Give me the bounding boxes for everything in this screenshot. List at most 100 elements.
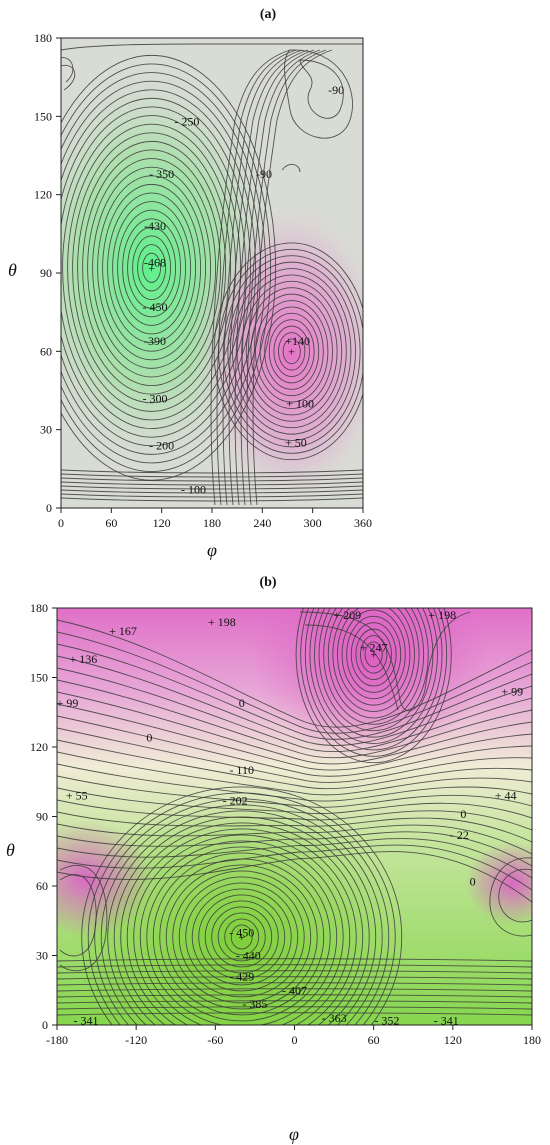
contour-value-label: - 352 xyxy=(374,1013,399,1027)
contour-line xyxy=(102,183,202,352)
contour-line xyxy=(61,485,363,490)
y-tick-label: 0 xyxy=(42,1018,48,1032)
contour-line xyxy=(57,643,532,740)
x-tick-label: 300 xyxy=(304,516,322,530)
extremum-marker: + xyxy=(288,344,295,358)
panel-b-contour-left-lobe xyxy=(59,865,108,972)
contour-line xyxy=(185,882,299,992)
contour-line xyxy=(314,608,434,738)
contour-line xyxy=(57,1006,532,1010)
contour-line xyxy=(100,804,383,1025)
panel-b-contour-right-lobe xyxy=(489,857,532,937)
x-tick-label: 240 xyxy=(253,516,271,530)
y-tick-label: 180 xyxy=(34,31,52,45)
contour-line xyxy=(61,72,267,464)
y-tick-label: 60 xyxy=(40,344,52,358)
extremum-marker: + xyxy=(370,647,377,661)
contour-value-label: -90 xyxy=(256,167,272,181)
contour-value-label: - 350 xyxy=(149,167,174,181)
contour-line xyxy=(152,852,331,1022)
contour-value-label: -90 xyxy=(328,83,344,97)
contour-line xyxy=(346,615,402,693)
panel-a-y-axis-title: θ xyxy=(8,260,17,280)
contour-line xyxy=(211,906,273,968)
contour-line xyxy=(61,63,272,472)
contour-value-label: + 209 xyxy=(333,608,361,622)
contour-line xyxy=(360,635,388,674)
contour-line xyxy=(222,255,361,448)
contour-line xyxy=(57,811,532,843)
contour-line xyxy=(216,49,297,506)
y-tick-label: 0 xyxy=(46,501,52,515)
panel-a-contour-top xyxy=(61,43,363,51)
contour-value-label: + 44 xyxy=(495,789,517,803)
contour-line xyxy=(146,846,338,1025)
panel-b-y-axis-title: θ xyxy=(6,840,15,860)
contour-line xyxy=(213,242,363,461)
contour-line xyxy=(117,209,187,326)
panel-a-y-axis: 0 30 60 90 120 150 180 xyxy=(34,31,61,515)
contour-line xyxy=(57,631,532,734)
contour-line xyxy=(61,97,252,438)
contour-line xyxy=(332,608,415,712)
contour-line xyxy=(295,608,452,764)
contour-line xyxy=(61,489,363,494)
contour-value-label: - 341 xyxy=(74,1013,99,1027)
contour-line xyxy=(57,655,532,746)
contour-line xyxy=(113,816,370,1025)
contour-line xyxy=(133,834,351,1025)
contour-line xyxy=(252,49,333,506)
contour-line xyxy=(232,268,352,435)
contour-line xyxy=(94,798,390,1025)
panel-a-contour-labels: - 250 - 350 -430 -468 - 450 -390 - 300 - 200 - 1… xyxy=(142,83,344,497)
contour-line xyxy=(137,244,167,292)
x-tick-label: 0 xyxy=(292,1033,298,1047)
contour-line xyxy=(217,912,266,962)
panel-b-contour-peak xyxy=(299,611,471,712)
contour-line xyxy=(250,293,333,409)
contour-line xyxy=(304,608,443,751)
x-tick-label: 120 xyxy=(444,1033,462,1047)
contour-value-label: + 167 xyxy=(109,624,137,638)
x-tick-label: -180 xyxy=(46,1033,68,1047)
contour-line xyxy=(323,608,425,725)
contour-line xyxy=(57,727,532,783)
contour-line xyxy=(57,970,532,974)
contour-line xyxy=(57,1012,532,1016)
contour-line xyxy=(204,900,279,974)
y-tick-label: 60 xyxy=(36,879,48,893)
contour-line xyxy=(61,477,363,482)
contour-line xyxy=(282,338,301,365)
panel-b-y-axis: 0 30 60 90 120 150 180 xyxy=(30,601,57,1032)
contour-value-label: - 407 xyxy=(282,983,307,997)
contour-line xyxy=(107,192,197,344)
contour-value-label: -430 xyxy=(144,219,166,233)
contour-line xyxy=(264,312,320,390)
panel-a-plot-area xyxy=(60,37,364,509)
contour-value-label: + 198 xyxy=(428,608,456,622)
x-tick-label: -60 xyxy=(207,1033,223,1047)
contour-line xyxy=(139,840,344,1025)
contour-line xyxy=(228,49,309,506)
contour-line xyxy=(165,864,318,1010)
contour-line xyxy=(57,958,532,962)
contour-value-label: - 429 xyxy=(229,969,254,983)
contour-value-label: - 385 xyxy=(242,997,267,1011)
contour-value-label: + 136 xyxy=(69,652,97,666)
contour-line xyxy=(240,49,321,506)
contour-line xyxy=(127,226,177,309)
contour-value-label: - 300 xyxy=(142,391,167,405)
contour-line xyxy=(77,140,227,395)
contour-line xyxy=(122,218,182,318)
contour-line xyxy=(57,787,532,819)
contour-line xyxy=(236,274,347,429)
contour-value-label: 0 xyxy=(239,696,245,710)
contour-value-label: + 100 xyxy=(286,397,314,411)
contour-line xyxy=(57,994,532,998)
contour-line xyxy=(57,1000,532,1004)
contour-line xyxy=(132,235,172,301)
contour-line xyxy=(142,252,162,283)
y-tick-label: 90 xyxy=(40,266,52,280)
contour-line xyxy=(191,888,292,986)
contour-line xyxy=(364,641,383,668)
